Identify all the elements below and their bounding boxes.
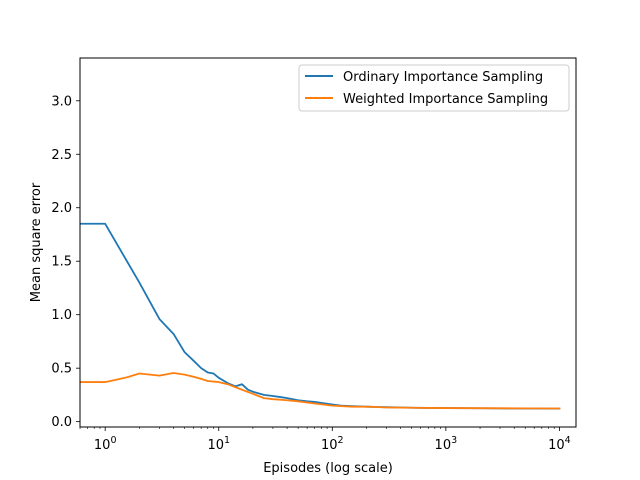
x-tick-label: 104 bbox=[548, 435, 571, 453]
y-axis-label: Mean square error bbox=[29, 182, 44, 302]
legend-box bbox=[298, 64, 570, 112]
legend: Ordinary Importance Sampling Weighted Im… bbox=[298, 64, 570, 112]
legend-label-ordinary: Ordinary Importance Sampling bbox=[343, 70, 543, 85]
legend-label-weighted: Weighted Importance Sampling bbox=[343, 92, 548, 107]
y-axis: 0.0 0.5 1.0 1.5 2.0 2.5 3.0 bbox=[51, 94, 80, 430]
y-tick-label: 2.0 bbox=[51, 201, 72, 216]
y-tick-label: 1.0 bbox=[51, 308, 72, 323]
x-tick-label: 101 bbox=[207, 435, 230, 453]
series-layer bbox=[80, 222, 561, 410]
plot-frame bbox=[79, 57, 577, 428]
x-axis-label: Episodes (log scale) bbox=[263, 461, 393, 476]
x-axis: 100 101 102 103 104 bbox=[79, 427, 571, 453]
series-line-weighted bbox=[80, 372, 561, 410]
y-tick-label: 0.0 bbox=[51, 415, 72, 430]
x-tick-label: 102 bbox=[321, 435, 344, 453]
y-tick-label: 0.5 bbox=[51, 362, 72, 377]
y-tick-label: 2.5 bbox=[51, 148, 72, 163]
x-tick-label: 100 bbox=[94, 435, 117, 453]
y-tick-label: 3.0 bbox=[51, 94, 72, 109]
x-tick-label: 103 bbox=[435, 435, 458, 453]
y-tick-label: 1.5 bbox=[51, 255, 72, 270]
